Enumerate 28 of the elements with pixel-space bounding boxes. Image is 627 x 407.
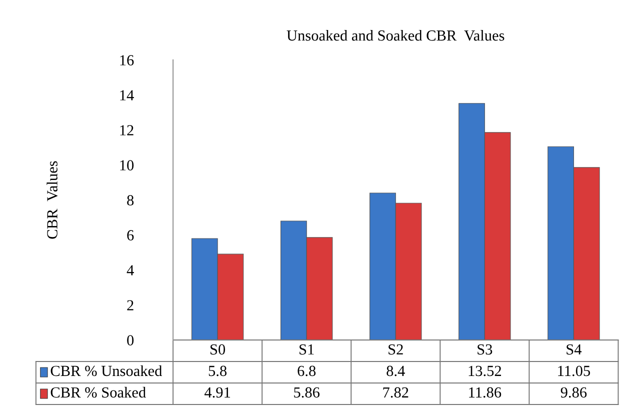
- data-label: 5.86: [294, 387, 320, 398]
- x-tick-label: S4: [566, 344, 582, 355]
- legend-label: CBR % Soaked: [50, 386, 146, 398]
- y-tick-label: 12: [120, 125, 134, 136]
- data-label: 11.05: [558, 366, 590, 376]
- y-tick-label: 6: [127, 230, 134, 240]
- x-tick-label: S2: [388, 344, 403, 355]
- x-tick-label: S1: [300, 344, 314, 355]
- data-label: 8.4: [386, 366, 405, 376]
- legend-label: CBR % Unsoaked: [50, 365, 162, 376]
- x-tick-label: S0: [210, 344, 226, 355]
- y-tick-label: 16: [120, 55, 134, 66]
- y-tick-label: 10: [120, 160, 134, 170]
- data-label: 7.82: [383, 387, 408, 398]
- y-tick-label: 0: [127, 335, 134, 346]
- data-label: 11.86: [469, 387, 502, 398]
- y-axis-title: CBR Values: [46, 161, 58, 239]
- y-tick-label: 14: [120, 90, 134, 100]
- y-tick-label: 4: [126, 265, 134, 276]
- y-tick-label: 8: [127, 195, 134, 206]
- x-tick-label: S3: [478, 344, 492, 355]
- data-label: 13.52: [468, 366, 502, 376]
- data-label: 9.86: [560, 387, 587, 398]
- data-label: 6.8: [298, 366, 316, 376]
- chart-title: Unsoaked and Soaked CBR Values: [286, 30, 504, 41]
- y-tick-label: 2: [127, 300, 134, 310]
- data-label: 4.91: [204, 387, 230, 398]
- data-label: 5.8: [208, 366, 227, 376]
